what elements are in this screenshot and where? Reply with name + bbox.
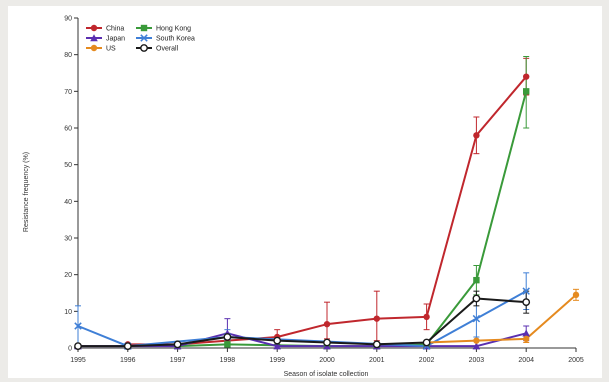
resistance-line-chart: 0 10 20 30 40 50 60 70 80 90 1995 1996 1997 1998 1999 2… (23, 16, 584, 379)
axes: 0 10 20 30 40 50 60 70 80 90 1995 1996 1997 1998 1999 2… (64, 16, 584, 365)
legend: China Hong Kong Japan South Korea US Overall (86, 24, 195, 53)
legend-label: South Korea (156, 36, 195, 43)
chart-frame: 0 10 20 30 40 50 60 70 80 90 1995 1996 1997 1998 1999 2… (8, 6, 602, 378)
series-markers (74, 73, 580, 351)
y-tick-label: 30 (64, 236, 72, 243)
legend-swatch-marker (140, 34, 148, 42)
japan-point (273, 342, 281, 350)
legend-label: Hong Kong (156, 26, 191, 33)
hong-kong-series-line (177, 91, 528, 348)
legend-label: Japan (106, 36, 125, 43)
overall-point (472, 294, 481, 303)
overall-series-line (78, 297, 527, 348)
us-series-line (426, 294, 577, 344)
y-axis-title: Resistance frequency (%) (23, 152, 30, 232)
japan-point (472, 342, 481, 350)
us-point (473, 337, 480, 344)
x-tick-label: 1998 (220, 357, 236, 364)
overall-point (123, 342, 132, 351)
y-tick-label: 40 (64, 199, 72, 206)
overall-point (273, 336, 282, 345)
china-point (423, 313, 430, 321)
south-korea-point (74, 322, 82, 330)
y-tick-label: 60 (64, 126, 72, 133)
y-tick-label: 0 (68, 346, 72, 353)
overall-point (223, 333, 232, 341)
legend-item-hong-kong: Hong Kong (136, 24, 191, 33)
hong-kong-point (523, 88, 530, 95)
china-point (323, 320, 331, 328)
legend-item-overall: Overall (136, 44, 179, 53)
china-point (523, 73, 530, 80)
legend-swatch-marker (90, 24, 98, 32)
x-tick-label: 1997 (170, 357, 186, 364)
legend-item-south-korea: South Korea (136, 34, 195, 43)
us-point (572, 291, 580, 299)
legend-item-china: China (86, 24, 124, 33)
overall-point (422, 338, 431, 347)
china-error-bar (324, 301, 330, 340)
y-tick-label: 70 (64, 89, 72, 96)
legend-swatch-marker (140, 44, 148, 52)
south-korea-point (522, 287, 530, 295)
x-tick-label: 2001 (369, 357, 385, 364)
x-tick-label: 1999 (269, 357, 285, 364)
south-korea-point (472, 314, 481, 323)
overall-point (372, 340, 381, 349)
overall-point (173, 340, 182, 349)
hong-kong-point (224, 341, 231, 348)
legend-item-japan: Japan (86, 34, 125, 43)
x-tick-label: 1995 (70, 357, 86, 364)
y-tick-label: 20 (64, 272, 72, 279)
south-korea-series-line (77, 290, 527, 348)
us-point (523, 335, 530, 343)
japan-point (522, 329, 530, 337)
x-tick-label: 2002 (419, 357, 435, 364)
china-point (473, 132, 480, 139)
legend-label: China (106, 26, 124, 33)
x-tick-label: 2004 (518, 357, 534, 364)
y-tick-label: 90 (64, 16, 72, 23)
legend-item-us: US (86, 44, 116, 53)
china-point (373, 315, 380, 322)
y-tick-label: 80 (64, 52, 72, 59)
overall-point (74, 342, 82, 351)
x-tick-label: 2000 (319, 357, 335, 364)
legend-label: Overall (156, 46, 179, 53)
x-tick-label: 2005 (568, 357, 584, 364)
x-tick-label: 1996 (120, 357, 136, 364)
legend-swatch-marker (90, 34, 98, 42)
legend-swatch-marker (90, 44, 98, 52)
legend-label: US (106, 46, 116, 53)
x-axis-title: Season of isolate collection (284, 371, 369, 378)
overall-point (522, 298, 531, 307)
hong-kong-point (473, 276, 480, 284)
y-tick-label: 10 (64, 309, 72, 316)
x-tick-label: 2003 (469, 357, 485, 364)
legend-swatch-marker (140, 24, 148, 32)
overall-point (323, 338, 331, 347)
y-tick-label: 50 (64, 162, 72, 169)
